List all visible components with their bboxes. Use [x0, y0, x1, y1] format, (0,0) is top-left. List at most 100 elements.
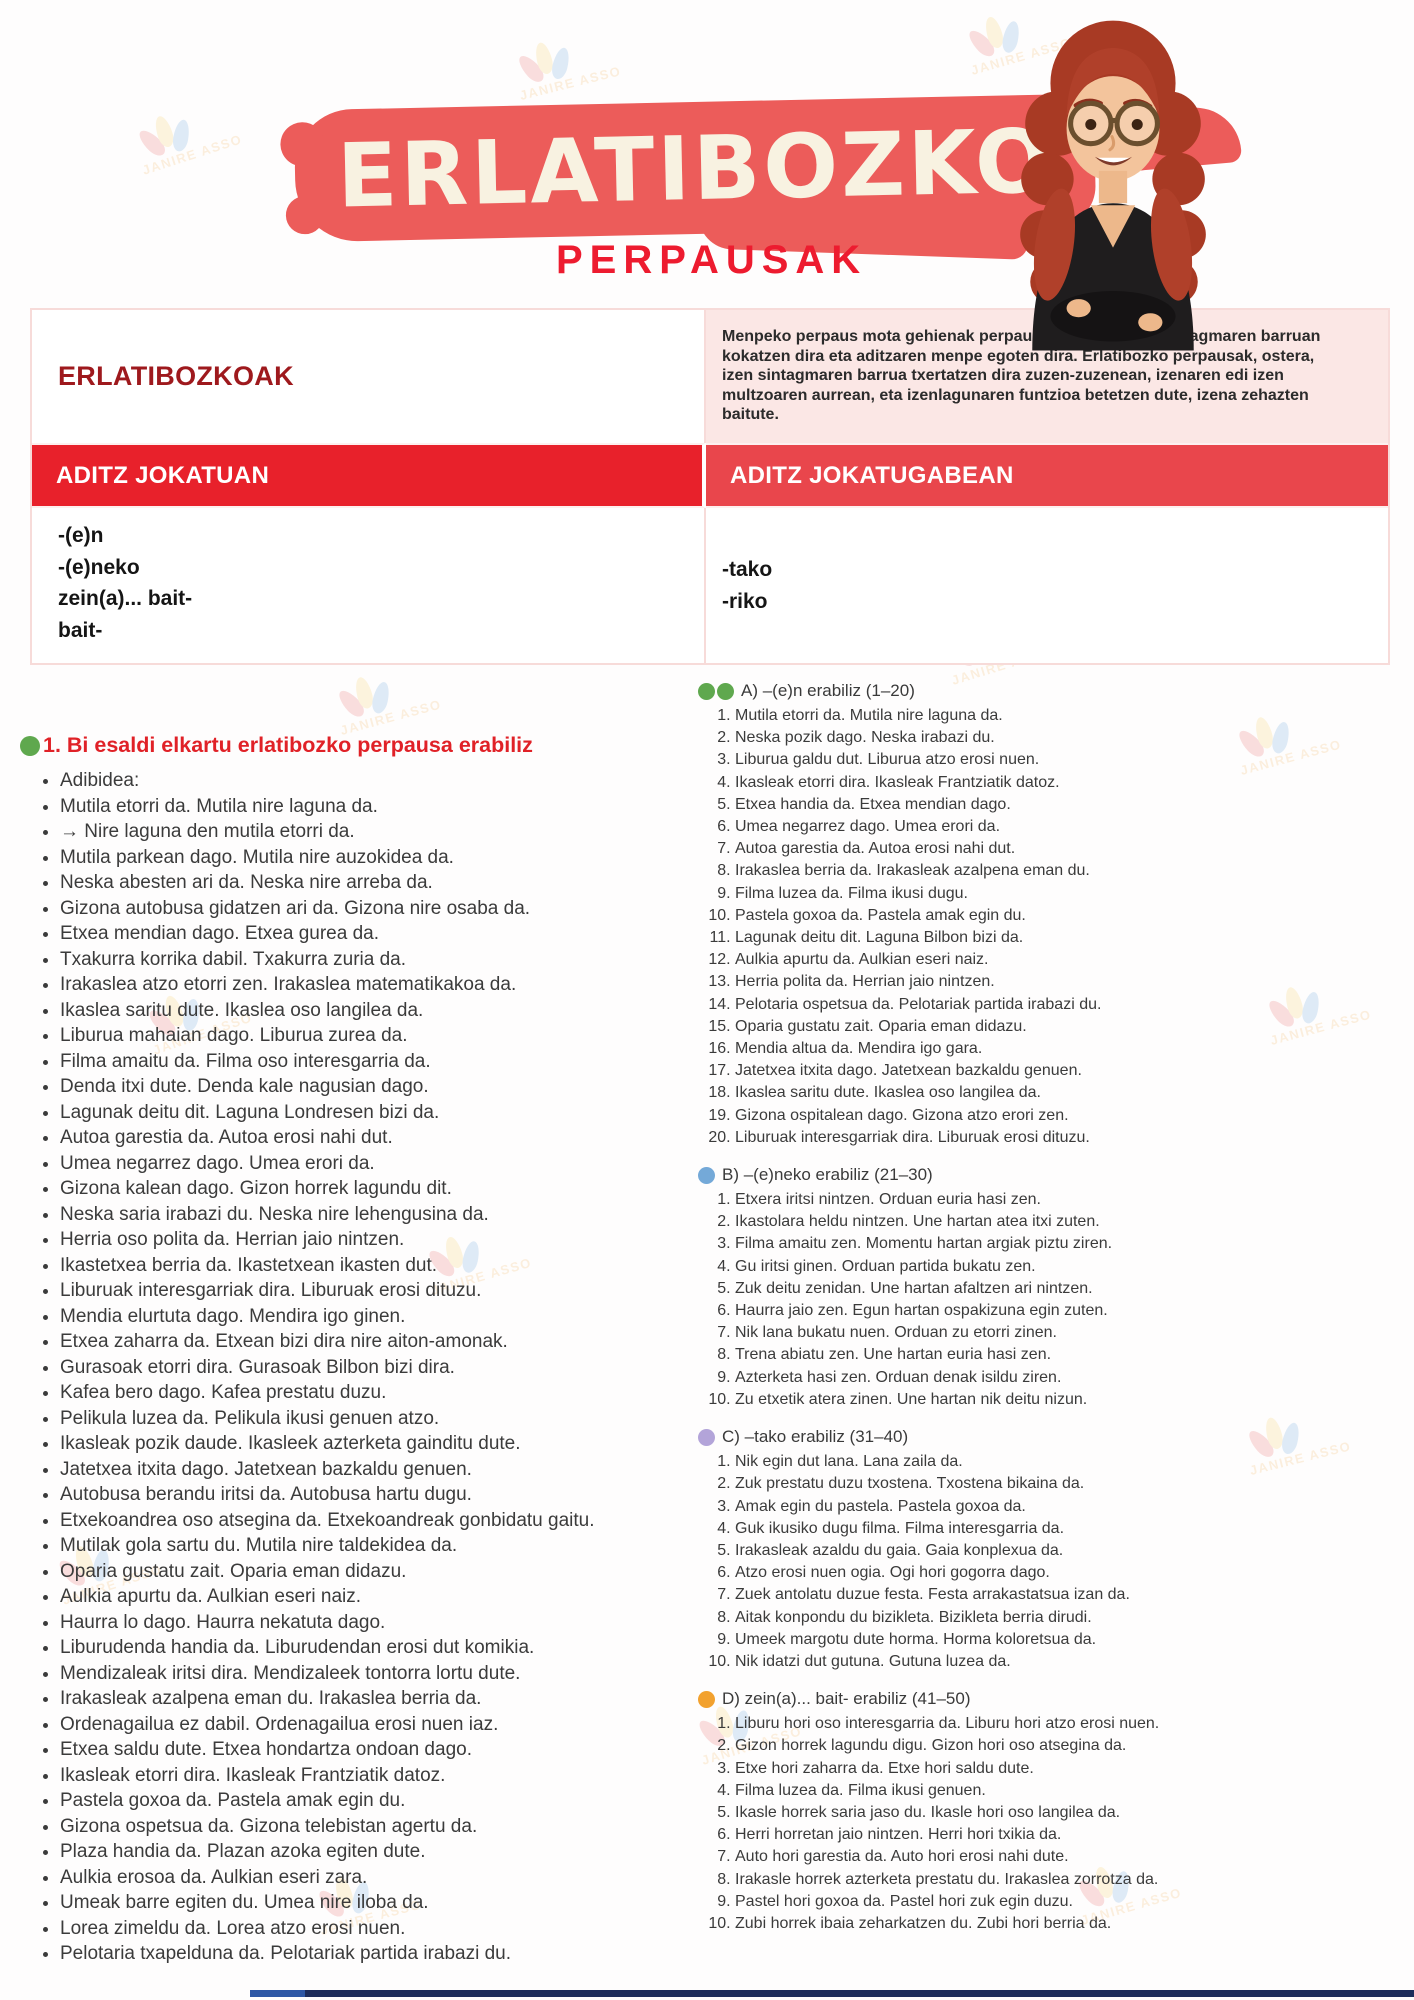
exercise-item: Umeek margotu dute horma. Horma kolorets…: [735, 1629, 1410, 1651]
example-item: Aulkia apurtu da. Aulkian eseri naiz.: [60, 1584, 670, 1610]
exercise-item: Mendia altua da. Mendira igo gara.: [735, 1038, 1410, 1060]
example-item: Ordenagailua ez dabil. Ordenagailua eros…: [60, 1712, 670, 1738]
exercises-column: A) –(e)n erabiliz (1–20) Mutila etorri d…: [698, 680, 1410, 1935]
exercise-item: Liburua galdu dut. Liburua atzo erosi nu…: [735, 749, 1410, 771]
exercise-item: Gizon horrek lagundu digu. Gizon hori os…: [735, 1735, 1410, 1757]
heading-text: 1. Bi esaldi elkartu erlatibozko perpaus…: [43, 733, 533, 757]
exercise-item: Pelotaria ospetsua da. Pelotariak partid…: [735, 994, 1410, 1016]
section-dots: [698, 682, 734, 700]
example-item: → Nire laguna den mutila etorri da.: [60, 819, 670, 845]
exercise-section-a: A) –(e)n erabiliz (1–20) Mutila etorri d…: [698, 680, 1410, 1149]
example-item: Mendia elurtuta dago. Mendira igo ginen.: [60, 1304, 670, 1330]
exercise-item: Ikastolara heldu nintzen. Une hartan ate…: [735, 1211, 1410, 1233]
section-dots: [698, 1690, 715, 1708]
example-item: Filma amaitu da. Filma oso interesgarria…: [60, 1049, 670, 1075]
exercise-item: Zubi horrek ibaia zeharkatzen du. Zubi h…: [735, 1913, 1410, 1935]
section-dot-icon: [717, 682, 734, 700]
example-item: Ikastetxea berria da. Ikastetxean ikaste…: [60, 1253, 670, 1279]
example-item: Umeak barre egiten du. Umea nire iloba d…: [60, 1890, 670, 1916]
exercise-item: Pastel hori goxoa da. Pastel hori zuk eg…: [735, 1891, 1410, 1913]
exercise-list-b: Etxera iritsi nintzen. Orduan euria hasi…: [698, 1189, 1410, 1411]
watermark-text: JANIRE ASSO: [518, 63, 623, 104]
exercise-item: Liburu hori oso interesgarria da. Liburu…: [735, 1713, 1410, 1735]
section-dot-icon: [698, 1166, 715, 1184]
example-item: Gurasoak etorri dira. Gurasoak Bilbon bi…: [60, 1355, 670, 1381]
exercise-item: Herri horretan jaio nintzen. Herri hori …: [735, 1824, 1410, 1846]
exercise-item: Nik egin dut lana. Lana zaila da.: [735, 1451, 1410, 1473]
example-item: Neska saria irabazi du. Neska nire lehen…: [60, 1202, 670, 1228]
exercise-item: Filma luzea da. Filma ikusi dugu.: [735, 883, 1410, 905]
example-item: Mutilak gola sartu du. Mutila nire talde…: [60, 1533, 670, 1559]
exercise-item: Mutila etorri da. Mutila nire laguna da.: [735, 705, 1410, 727]
suffix-line: -(e)neko: [58, 555, 140, 579]
example-item: Aulkia erosoa da. Aulkian eseri zara.: [60, 1865, 670, 1891]
table-header-aditz-jokatugabean: ADITZ JOKATUGABEAN: [706, 443, 1388, 508]
watermark-text: JANIRE ASSO: [140, 131, 245, 178]
exercise-item: Nik lana bukatu nuen. Orduan zu etorri z…: [735, 1322, 1410, 1344]
exercise-item: Zuk deitu zenidan. Une hartan afaltzen a…: [735, 1278, 1410, 1300]
exercise-item: Ikaslea saritu dute. Ikaslea oso langile…: [735, 1082, 1410, 1104]
section-dot-icon: [698, 1428, 715, 1446]
example-item: Mutila etorri da. Mutila nire laguna da.: [60, 794, 670, 820]
exercise-item: Zu etxetik atera zinen. Une hartan nik d…: [735, 1389, 1410, 1411]
page-subtitle: PERPAUSAK: [556, 238, 868, 282]
example-item: Oparia gustatu zait. Oparia eman didazu.: [60, 1559, 670, 1585]
exercise-item: Neska pozik dago. Neska irabazi du.: [735, 727, 1410, 749]
section-header: A) –(e)n erabiliz (1–20): [698, 680, 1410, 702]
suffix-line: -tako: [722, 557, 773, 581]
exercise-item: Guk ikusiko dugu filma. Filma interesgar…: [735, 1518, 1410, 1540]
example-item: Gizona autobusa gidatzen ari da. Gizona …: [60, 896, 670, 922]
section-label: A) –(e)n erabiliz (1–20): [741, 681, 915, 700]
exercise-item: Haurra jaio zen. Egun hartan ospakizuna …: [735, 1300, 1410, 1322]
example-item: Haurra lo dago. Haurra nekatuta dago.: [60, 1610, 670, 1636]
example-item: Mutila parkean dago. Mutila nire auzokid…: [60, 845, 670, 871]
exercise-list-d: Liburu hori oso interesgarria da. Liburu…: [698, 1713, 1410, 1935]
exercise-item: Lagunak deitu dit. Laguna Bilbon bizi da…: [735, 927, 1410, 949]
example-item: Pastela goxoa da. Pastela amak egin du.: [60, 1788, 670, 1814]
example-item: Liburua mahaian dago. Liburua zurea da.: [60, 1023, 670, 1049]
example-item: Herria oso polita da. Herrian jaio nintz…: [60, 1227, 670, 1253]
exercise-item: Atzo erosi nuen ogia. Ogi hori gogorra d…: [735, 1562, 1410, 1584]
suffix-line: -(e)n: [58, 524, 104, 547]
example-item: Irakaslea atzo etorri zen. Irakaslea mat…: [60, 972, 670, 998]
example-item: Etxea zaharra da. Etxean bizi dira nire …: [60, 1329, 670, 1355]
exercise-list-c: Nik egin dut lana. Lana zaila da.Zuk pre…: [698, 1451, 1410, 1673]
suffix-cell-left: -(e)n -(e)neko zein(a)... bait-bait-: [32, 508, 706, 663]
exercise-item: Gu iritsi ginen. Orduan partida bukatu z…: [735, 1256, 1410, 1278]
section-dot-icon: [698, 1690, 715, 1708]
heading-dot-icon: [20, 735, 40, 756]
suffix-line: bait-: [58, 618, 103, 642]
exercise-item: Zuek antolatu duzue festa. Festa arrakas…: [735, 1584, 1410, 1606]
exercise-item: Ikasleak etorri dira. Ikasleak Frantziat…: [735, 772, 1410, 794]
section-header: B) –(e)neko erabiliz (21–30): [698, 1164, 1410, 1186]
example-item: Liburudenda handia da. Liburudendan eros…: [60, 1635, 670, 1661]
suffix-list-right: -tako -riko: [722, 554, 1388, 618]
example-item: Neska abesten ari da. Neska nire arreba …: [60, 870, 670, 896]
section-header: C) –tako erabiliz (31–40): [698, 1426, 1410, 1448]
example-item: Umea negarrez dago. Umea erori da.: [60, 1151, 670, 1177]
exercise-item: Autoa garestia da. Autoa erosi nahi dut.: [735, 838, 1410, 860]
example-item: Liburuak interesgarriak dira. Liburuak e…: [60, 1278, 670, 1304]
exercise-item: Irakasle horrek azterketa prestatu du. I…: [735, 1869, 1410, 1891]
footer-bar: [250, 1990, 1414, 1997]
example-item: Pelikula luzea da. Pelikula ikusi genuen…: [60, 1406, 670, 1432]
exercise-item: Umea negarrez dago. Umea erori da.: [735, 816, 1410, 838]
exercise-item: Jatetxea itxita dago. Jatetxean bazkaldu…: [735, 1060, 1410, 1082]
example-item: Txakurra korrika dabil. Txakurra zuria d…: [60, 947, 670, 973]
teacher-character-illustration: [1020, 20, 1206, 351]
example-item: Etxea mendian dago. Etxea gurea da.: [60, 921, 670, 947]
example-item: Ikaslea saritu dute. Ikaslea oso langile…: [60, 998, 670, 1024]
exercise-item: Ikasle horrek saria jaso du. Ikasle hori…: [735, 1802, 1410, 1824]
suffix-line: -riko: [722, 589, 768, 613]
suffix-list-left: -(e)n -(e)neko zein(a)... bait-bait-: [58, 520, 704, 646]
exercise-section-d: D) zein(a)... bait- erabiliz (41–50) Lib…: [698, 1688, 1410, 1935]
example-item: Jatetxea itxita dago. Jatetxean bazkaldu…: [60, 1457, 670, 1483]
exercise-1-heading: 1. Bi esaldi elkartu erlatibozko perpaus…: [20, 733, 670, 758]
example-item: Autoa garestia da. Autoa erosi nahi dut.: [60, 1125, 670, 1151]
exercise-section-b: B) –(e)neko erabiliz (21–30) Etxera irit…: [698, 1164, 1410, 1411]
exercise-item: Filma luzea da. Filma ikusi genuen.: [735, 1780, 1410, 1802]
table-intro-heading: ERLATIBOZKOAK: [32, 310, 706, 443]
section-dots: [698, 1166, 715, 1184]
exercise-item: Aulkia apurtu da. Aulkian eseri naiz.: [735, 949, 1410, 971]
exercise-item: Zuk prestatu duzu txostena. Txostena bik…: [735, 1473, 1410, 1495]
